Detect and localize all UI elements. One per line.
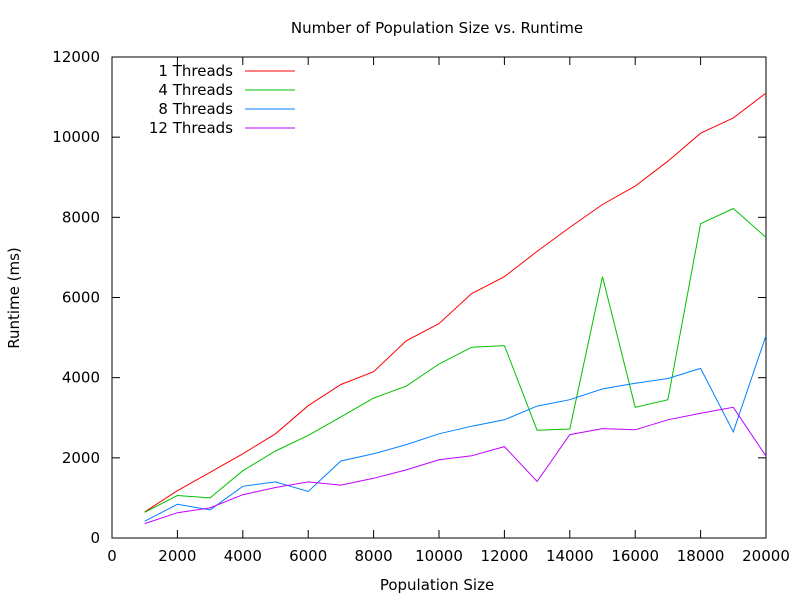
x-tick-label: 2000 bbox=[158, 547, 196, 565]
x-tick-label: 0 bbox=[107, 547, 117, 565]
y-tick-label: 8000 bbox=[62, 208, 100, 226]
y-tick-label: 2000 bbox=[62, 449, 100, 467]
y-tick-label: 12000 bbox=[52, 48, 100, 66]
series-line-2 bbox=[144, 207, 767, 513]
y-tick-label: 4000 bbox=[62, 369, 100, 387]
series-line-1 bbox=[144, 92, 767, 513]
series-lines bbox=[144, 92, 767, 525]
x-tick-label: 16000 bbox=[611, 547, 659, 565]
y-tick-label: 6000 bbox=[62, 289, 100, 307]
axis-ticks: 0 2000 4000 6000 8000 10000 12000 14000 16000 180… bbox=[52, 48, 790, 565]
x-axis-label: Population Size bbox=[380, 576, 494, 594]
series-line-3 bbox=[144, 335, 767, 522]
x-tick-label: 12000 bbox=[481, 547, 529, 565]
x-tick-label: 8000 bbox=[355, 547, 393, 565]
legend-label: 4 Threads bbox=[158, 81, 233, 99]
x-tick-label: 4000 bbox=[224, 547, 262, 565]
chart-title: Number of Population Size vs. Runtime bbox=[291, 19, 583, 37]
x-tick-label: 18000 bbox=[677, 547, 725, 565]
y-tick-label: 0 bbox=[90, 529, 100, 547]
legend-label: 1 Threads bbox=[158, 62, 233, 80]
x-tick-label: 6000 bbox=[289, 547, 327, 565]
legend-label: 12 Threads bbox=[149, 119, 233, 137]
x-tick-label: 20000 bbox=[742, 547, 790, 565]
x-tick-label: 10000 bbox=[415, 547, 463, 565]
y-tick-label: 10000 bbox=[52, 128, 100, 146]
series-line-4 bbox=[144, 406, 767, 525]
y-axis-label: Runtime (ms) bbox=[5, 247, 23, 349]
legend-label: 8 Threads bbox=[158, 100, 233, 118]
x-tick-label: 14000 bbox=[546, 547, 594, 565]
